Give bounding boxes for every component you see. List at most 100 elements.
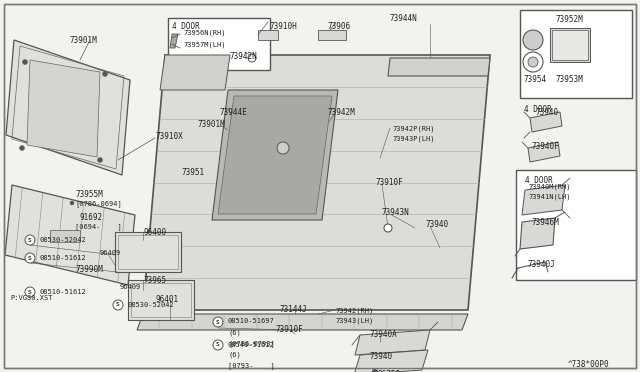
Text: 73940J: 73940J <box>528 260 556 269</box>
Polygon shape <box>530 112 562 132</box>
Text: 73946M: 73946M <box>532 218 560 227</box>
Text: 73955M: 73955M <box>75 190 103 199</box>
Polygon shape <box>27 60 100 157</box>
Circle shape <box>213 317 223 327</box>
Bar <box>128 280 194 320</box>
Text: S: S <box>216 343 220 347</box>
Polygon shape <box>354 350 428 372</box>
Text: 73953M: 73953M <box>555 75 583 84</box>
Polygon shape <box>520 218 555 249</box>
Circle shape <box>22 60 28 64</box>
Polygon shape <box>218 96 332 214</box>
Text: 73943P(LH): 73943P(LH) <box>392 136 435 142</box>
Text: [0694-    ]: [0694- ] <box>75 223 122 230</box>
Text: 96400: 96400 <box>143 228 166 237</box>
Text: 73910F: 73910F <box>375 178 403 187</box>
Circle shape <box>523 30 543 50</box>
Bar <box>50 230 80 242</box>
Text: 73990M: 73990M <box>75 265 103 274</box>
Polygon shape <box>552 30 588 60</box>
Circle shape <box>384 224 392 232</box>
Text: 96401: 96401 <box>155 295 178 304</box>
Text: 73954: 73954 <box>524 75 547 84</box>
Text: 73942N: 73942N <box>229 52 257 61</box>
Text: 08530-52042: 08530-52042 <box>40 237 87 243</box>
Polygon shape <box>160 55 230 90</box>
Bar <box>118 235 178 269</box>
Polygon shape <box>550 28 590 62</box>
Text: 73901M: 73901M <box>198 120 226 129</box>
Text: 96409: 96409 <box>100 250 121 256</box>
Text: 4 DOOR: 4 DOOR <box>172 22 200 31</box>
Text: 73910F: 73910F <box>275 325 303 334</box>
Polygon shape <box>5 185 135 285</box>
Bar <box>318 30 346 40</box>
Text: 96750: 96750 <box>378 370 401 372</box>
Text: 73906: 73906 <box>328 22 351 31</box>
Text: 73957M(LH): 73957M(LH) <box>183 41 225 48</box>
Polygon shape <box>522 185 565 215</box>
Bar <box>168 18 270 70</box>
Text: 73965: 73965 <box>143 276 166 285</box>
Text: 73940: 73940 <box>370 352 393 361</box>
Text: 73943N: 73943N <box>382 208 410 217</box>
Polygon shape <box>212 90 338 220</box>
Text: 4 DOOR: 4 DOOR <box>525 176 553 185</box>
Text: 73901M: 73901M <box>70 36 98 45</box>
Text: 73910X: 73910X <box>155 132 183 141</box>
Text: 73940A: 73940A <box>370 330 397 339</box>
Text: S: S <box>28 256 32 260</box>
Text: 73940: 73940 <box>425 220 448 229</box>
Text: 73144J: 73144J <box>280 305 308 314</box>
Text: P:VG30.XST: P:VG30.XST <box>10 295 52 301</box>
Text: 4 DOOR: 4 DOOR <box>524 105 552 114</box>
Text: 96409: 96409 <box>120 284 141 290</box>
Text: ^738*00P0: ^738*00P0 <box>568 360 610 369</box>
Text: S: S <box>28 237 32 243</box>
Polygon shape <box>528 142 560 162</box>
Text: 91692: 91692 <box>80 213 103 222</box>
Polygon shape <box>137 314 468 330</box>
Text: 73943(LH): 73943(LH) <box>335 318 373 324</box>
Polygon shape <box>143 55 490 310</box>
Text: 08530-52042: 08530-52042 <box>128 302 175 308</box>
Circle shape <box>97 157 102 163</box>
Text: 08540-51612: 08540-51612 <box>228 342 275 348</box>
Circle shape <box>372 369 378 372</box>
Polygon shape <box>388 58 490 76</box>
Text: S: S <box>116 302 120 308</box>
Circle shape <box>25 235 35 245</box>
Text: 73951: 73951 <box>182 168 205 177</box>
Text: (6): (6) <box>228 352 241 359</box>
Circle shape <box>102 71 108 77</box>
Circle shape <box>277 142 289 154</box>
Polygon shape <box>6 40 130 175</box>
Text: [0793-    ]: [0793- ] <box>228 362 275 369</box>
Text: 73942P(RH): 73942P(RH) <box>392 126 435 132</box>
Text: 73940M(RH): 73940M(RH) <box>528 184 570 190</box>
Text: 73956N(RH): 73956N(RH) <box>183 30 225 36</box>
Text: 73910H: 73910H <box>270 22 298 31</box>
Text: S: S <box>216 320 220 324</box>
Text: 08510-51612: 08510-51612 <box>40 255 87 261</box>
Bar <box>258 30 278 40</box>
Text: 73940F: 73940F <box>532 142 560 151</box>
Text: [0786-0694]: [0786-0694] <box>75 200 122 207</box>
Text: 08510-51612: 08510-51612 <box>40 289 87 295</box>
Circle shape <box>528 57 538 67</box>
Text: 73944E: 73944E <box>220 108 248 117</box>
Text: S: S <box>28 289 32 295</box>
Circle shape <box>25 253 35 263</box>
Circle shape <box>70 201 74 205</box>
Bar <box>516 170 636 280</box>
Text: 73942(RH): 73942(RH) <box>335 308 373 314</box>
Circle shape <box>248 54 256 62</box>
Text: [0786-0793]: [0786-0793] <box>228 340 275 347</box>
Circle shape <box>25 287 35 297</box>
Text: (6): (6) <box>228 330 241 337</box>
Circle shape <box>19 145 24 151</box>
Polygon shape <box>170 34 178 48</box>
Bar <box>115 232 181 272</box>
Circle shape <box>213 340 223 350</box>
Text: 73944N: 73944N <box>390 14 418 23</box>
